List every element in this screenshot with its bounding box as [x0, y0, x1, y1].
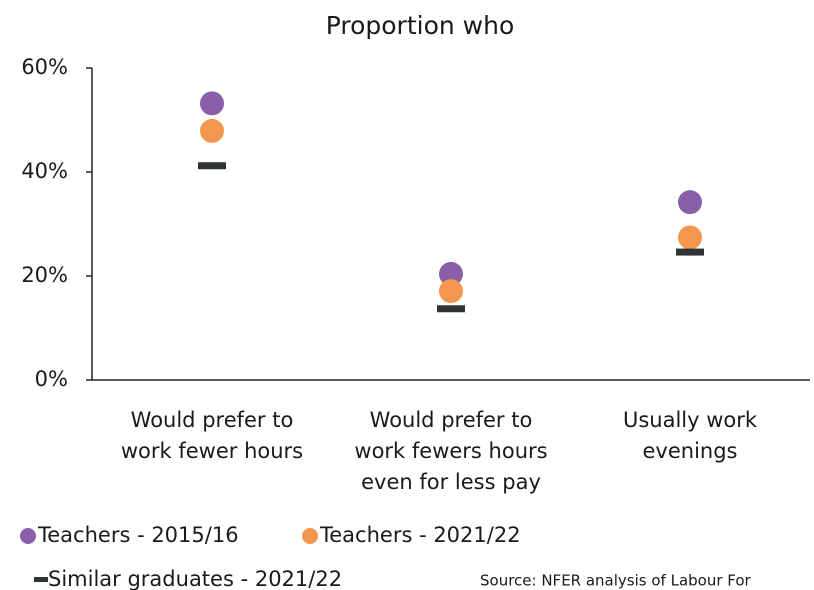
- y-tick-label: 20%: [21, 263, 68, 287]
- legend-swatch: [302, 528, 318, 544]
- marker-dot: [200, 91, 224, 116]
- y-tick-label: 40%: [21, 159, 68, 183]
- x-tick-label: Would prefer to work fewer hours: [121, 408, 303, 463]
- marker-dash: [437, 305, 465, 313]
- marker-dot: [678, 190, 702, 215]
- legend-label: Similar graduates - 2021/22: [48, 567, 342, 590]
- marker-dot: [678, 225, 702, 250]
- source-note: Source: NFER analysis of Labour For: [480, 572, 752, 590]
- legend-label: Teachers - 2015/16: [37, 523, 239, 547]
- marker-dot: [439, 261, 463, 286]
- marker-dot: [439, 279, 463, 304]
- x-tick-label: Would prefer to work fewers hours even for…: [354, 408, 547, 494]
- legend-swatch: [34, 577, 48, 582]
- marker-dot: [200, 118, 224, 143]
- y-tick-label: 60%: [21, 55, 68, 79]
- legend-swatch: [20, 528, 36, 544]
- marker-dash: [676, 248, 704, 256]
- y-tick-label: 0%: [35, 367, 68, 391]
- legend-label: Teachers - 2021/22: [319, 523, 521, 547]
- marker-dash: [198, 162, 226, 170]
- chart-title: Proportion who: [326, 11, 515, 40]
- x-tick-label: Usually work evenings: [623, 408, 758, 463]
